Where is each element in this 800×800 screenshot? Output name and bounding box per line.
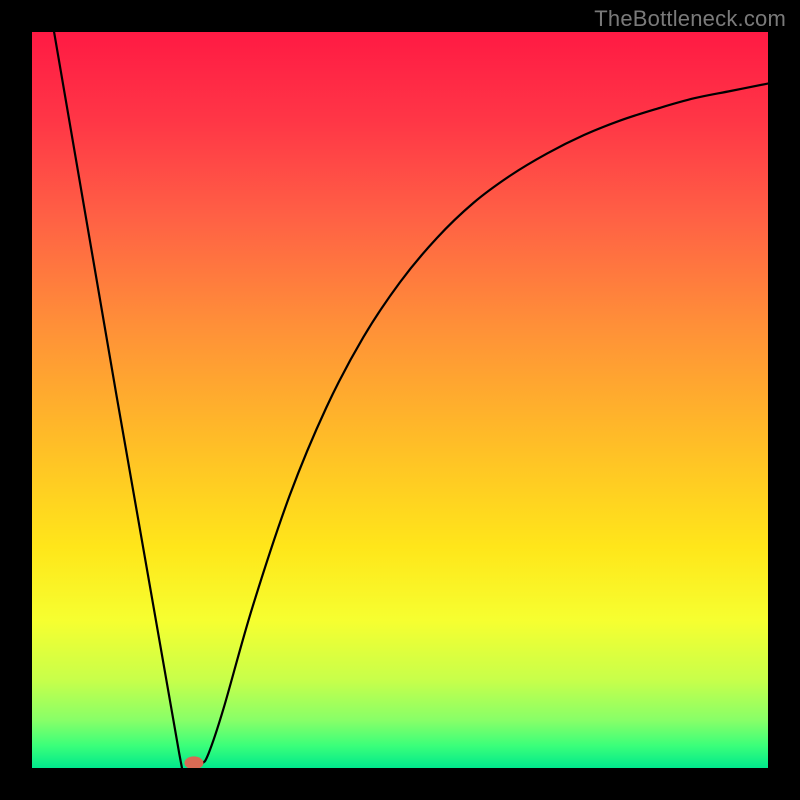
bottleneck-chart xyxy=(0,0,800,800)
watermark-text: TheBottleneck.com xyxy=(594,6,786,32)
chart-container: TheBottleneck.com xyxy=(0,0,800,800)
gradient-background xyxy=(32,32,768,768)
optimal-point-marker xyxy=(185,757,203,769)
